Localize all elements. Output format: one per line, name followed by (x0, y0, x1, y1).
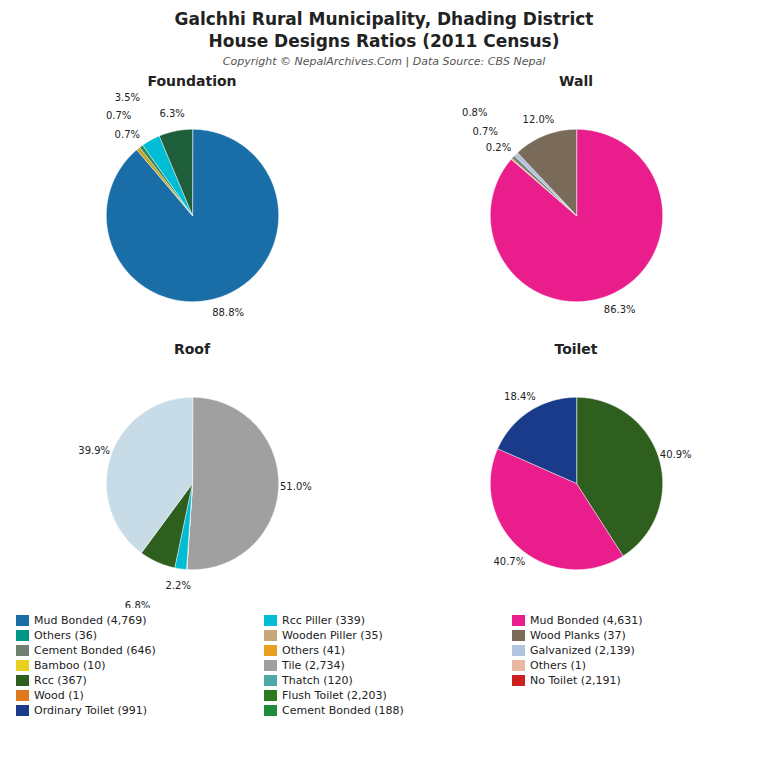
html-text:Others (36): Others (36) (34, 629, 97, 642)
html-text:Others (41): Others (41) (282, 644, 345, 657)
html-text:Flush Toilet (2,203): Flush Toilet (2,203) (282, 689, 387, 702)
html-text:Galvanized (2,139): Galvanized (2,139) (530, 644, 635, 657)
svg-text:0.7%: 0.7% (115, 129, 140, 140)
html-text:Wood (1): Wood (1) (34, 689, 84, 702)
html-text:No Toilet (2,191): No Toilet (2,191) (530, 674, 621, 687)
html-text:Roof: Roof (173, 341, 210, 357)
html-text:Ordinary Toilet (991): Ordinary Toilet (991) (34, 704, 148, 717)
html-text:Tile (2,734): Tile (2,734) (282, 659, 345, 672)
html-text:Foundation: Foundation (147, 73, 237, 89)
html-text:Rcc Piller (339): Rcc Piller (339) (282, 614, 366, 627)
html-text:Others (1): Others (1) (530, 659, 586, 672)
svg-text:88.8%: 88.8% (212, 307, 244, 318)
html-text:Bamboo (10): Bamboo (10) (34, 659, 106, 672)
svg-text:18.4%: 18.4% (504, 391, 536, 402)
svg-text:3.5%: 3.5% (115, 92, 140, 103)
html-text:Copyright © NepalArchives.Com: Copyright © NepalArchives.Com | Data Sou… (222, 55, 546, 68)
svg-text:39.9%: 39.9% (78, 445, 110, 456)
svg-text:2.2%: 2.2% (166, 580, 191, 591)
html-text:Toilet: Toilet (554, 341, 598, 357)
html-text:Galchhi Rural Municipality, Dh: Galchhi Rural Municipality, Dhading Dist… (174, 9, 594, 29)
html-text:Thatch (120): Thatch (120) (282, 674, 353, 687)
svg-text:0.2%: 0.2% (486, 142, 511, 153)
svg-text:86.3%: 86.3% (604, 304, 636, 315)
svg-text:0.7%: 0.7% (106, 110, 131, 121)
html-text:Cement Bonded (646): Cement Bonded (646) (34, 644, 156, 657)
html-text:Rcc (367): Rcc (367) (34, 674, 87, 687)
html-text:Mud Bonded (4,631): Mud Bonded (4,631) (530, 614, 643, 627)
svg-text:0.7%: 0.7% (473, 126, 498, 137)
html-text:Mud Bonded (4,769): Mud Bonded (4,769) (34, 614, 147, 627)
svg-text:40.9%: 40.9% (660, 449, 692, 460)
svg-text:6.3%: 6.3% (159, 108, 184, 119)
html-text:Wall: Wall (559, 73, 593, 89)
html-text:Wood Planks (37): Wood Planks (37) (530, 629, 626, 642)
html-text:Cement Bonded (188): Cement Bonded (188) (282, 704, 404, 717)
svg-text:0.8%: 0.8% (462, 107, 487, 118)
svg-text:40.7%: 40.7% (493, 556, 525, 567)
html-text:Wooden Piller (35): Wooden Piller (35) (282, 629, 383, 642)
svg-text:12.0%: 12.0% (523, 114, 555, 125)
html-text:House Designs Ratios (2011 Cen: House Designs Ratios (2011 Census) (208, 31, 560, 51)
svg-text:6.8%: 6.8% (125, 600, 150, 608)
svg-text:51.0%: 51.0% (280, 481, 312, 492)
